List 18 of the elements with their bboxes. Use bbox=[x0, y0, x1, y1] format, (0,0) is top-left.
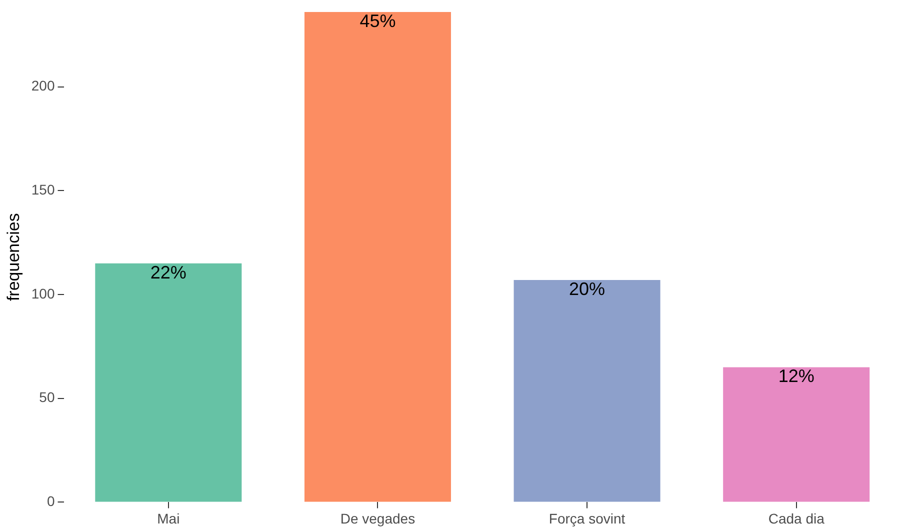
x-tick-label: Mai bbox=[157, 510, 180, 526]
y-tick-label: 0 bbox=[46, 493, 55, 510]
bar bbox=[723, 367, 870, 502]
y-tick-label: 150 bbox=[31, 181, 55, 198]
x-tick-label: De vegades bbox=[340, 510, 416, 526]
annotation: 12% bbox=[778, 366, 814, 386]
bar bbox=[514, 280, 660, 502]
y-axis-title: frequencies bbox=[4, 213, 23, 302]
y-tick-label: 200 bbox=[31, 78, 55, 94]
annotation: 45% bbox=[360, 10, 396, 31]
y-tick-label: 50 bbox=[39, 389, 55, 406]
y-tick-label: 100 bbox=[31, 285, 55, 302]
bar bbox=[304, 12, 451, 502]
bar bbox=[95, 263, 242, 502]
annotation: 22% bbox=[150, 262, 186, 282]
annotation: 20% bbox=[569, 278, 606, 299]
x-tick-label: Força sovint bbox=[548, 510, 626, 526]
x-tick-label: Cada dia bbox=[768, 510, 825, 526]
